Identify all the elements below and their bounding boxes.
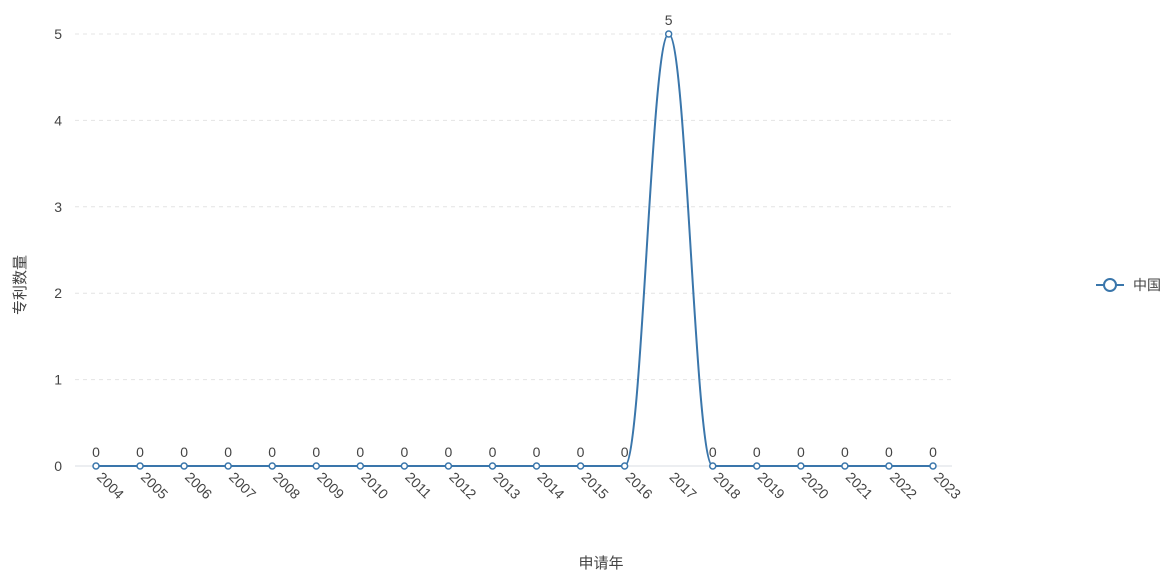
legend[interactable]: 中国: [1096, 278, 1161, 294]
data-label: 0: [885, 444, 893, 460]
data-label: 0: [180, 444, 188, 460]
data-label: 0: [356, 444, 364, 460]
data-point[interactable]: [92, 462, 100, 470]
data-point[interactable]: [841, 462, 849, 470]
data-label: 0: [400, 444, 408, 460]
y-tick-label: 4: [54, 112, 62, 128]
legend-label: 中国: [1133, 278, 1161, 294]
data-label: 0: [92, 444, 100, 460]
x-tick-label: 2013: [490, 469, 523, 502]
data-label: 0: [224, 444, 232, 460]
data-label: 0: [621, 444, 629, 460]
x-tick-label: 2020: [799, 469, 832, 502]
y-axis-title: 专利数量: [11, 255, 29, 315]
x-tick-label: 2005: [138, 469, 171, 502]
y-tick-label: 5: [54, 26, 62, 42]
x-tick-label: 2006: [182, 469, 215, 502]
series-layer: [92, 30, 937, 470]
data-point[interactable]: [753, 462, 761, 470]
data-point[interactable]: [224, 462, 232, 470]
gridlines: [75, 33, 952, 381]
y-tick-label: 0: [54, 458, 62, 474]
x-axis-title: 申请年: [578, 554, 623, 572]
x-tick-label: 2007: [226, 469, 259, 502]
series-line: [96, 32, 933, 467]
x-tick-label: 2004: [94, 469, 127, 502]
x-tick-label: 2023: [931, 469, 964, 502]
x-tick-label: 2009: [314, 469, 347, 502]
x-tick-label: 2017: [667, 469, 700, 502]
x-tick-label: 2008: [270, 469, 303, 502]
data-label: 0: [489, 444, 497, 460]
x-tick-label: 2018: [711, 469, 744, 502]
data-point[interactable]: [444, 462, 453, 470]
x-tick-label: 2016: [623, 469, 656, 502]
x-tick-label: 2011: [402, 469, 435, 502]
data-point[interactable]: [576, 462, 585, 470]
y-tick-label: 3: [54, 199, 62, 215]
x-tick-label: 2015: [578, 469, 611, 502]
data-label: 0: [797, 444, 805, 460]
data-label: 0: [929, 444, 937, 460]
data-point[interactable]: [312, 462, 321, 470]
x-axis: 2004 2005 2006 2007 2008 2009 2010 2011 2012 2013…: [75, 465, 964, 502]
x-tick-label: 2022: [887, 469, 920, 502]
data-label: 0: [312, 444, 320, 460]
y-tick-label: 2: [54, 285, 62, 301]
x-tick-label: 2012: [446, 469, 479, 502]
data-point[interactable]: [929, 462, 937, 470]
legend-marker: [1103, 278, 1117, 292]
y-axis: 0 1 2 3 4 5: [54, 26, 62, 474]
data-label: 0: [577, 444, 585, 460]
x-tick-label: 2021: [843, 469, 876, 502]
data-label: 0: [268, 444, 276, 460]
data-label: 0: [841, 444, 849, 460]
data-label: 0: [533, 444, 541, 460]
data-point[interactable]: [268, 462, 276, 470]
data-label: 5: [665, 12, 673, 28]
data-label: 0: [445, 444, 453, 460]
data-point[interactable]: [708, 462, 717, 470]
data-point[interactable]: [180, 462, 188, 470]
data-label: 0: [753, 444, 761, 460]
data-point[interactable]: [664, 30, 673, 38]
data-point[interactable]: [885, 462, 893, 470]
data-point[interactable]: [797, 462, 805, 470]
data-label: 0: [136, 444, 144, 460]
data-labels: 0 0 0 0 0 0 0 0 0 0 0 0 0 5 0 0 0 0 0 0: [92, 12, 937, 460]
x-tick-label: 2014: [534, 469, 567, 502]
data-point[interactable]: [620, 462, 629, 470]
y-tick-label: 1: [54, 372, 62, 388]
data-point[interactable]: [356, 462, 365, 470]
data-label: 0: [709, 444, 717, 460]
data-point[interactable]: [532, 462, 541, 470]
data-point[interactable]: [488, 462, 497, 470]
data-point[interactable]: [136, 462, 144, 470]
data-point[interactable]: [400, 462, 409, 470]
x-tick-label: 2010: [358, 469, 391, 502]
x-tick-label: 2019: [755, 469, 788, 502]
